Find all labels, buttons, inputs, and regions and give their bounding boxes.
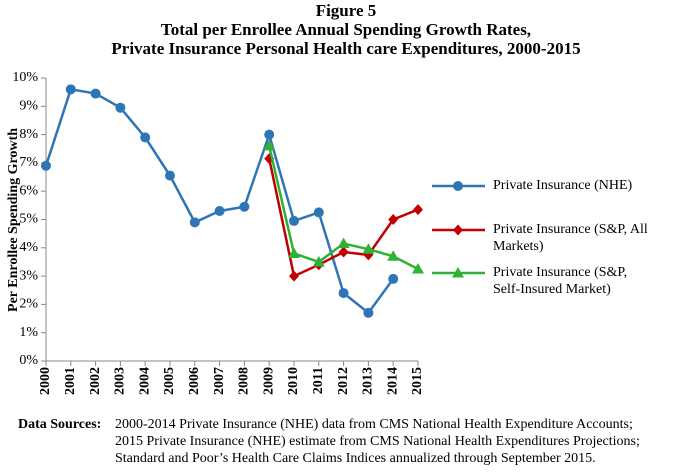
chart-title: Private Insurance Personal Health care E… — [111, 39, 580, 58]
legend-label: Private Insurance (NHE) — [493, 178, 633, 193]
x-tick-label: 2003 — [113, 367, 128, 395]
x-tick-label: 2012 — [336, 367, 351, 395]
legend-label: Private Insurance (S&P, Self-Insured Mar… — [493, 265, 628, 297]
marker — [264, 129, 275, 140]
marker — [412, 263, 424, 274]
marker — [289, 215, 299, 226]
x-tick-label: 2011 — [311, 367, 326, 394]
marker — [313, 207, 324, 218]
marker — [312, 255, 325, 267]
y-tick-label: 6% — [19, 183, 38, 198]
x-tick-label: 2010 — [286, 367, 301, 395]
y-tick-label: 1% — [19, 325, 38, 340]
x-tick-label: 2008 — [237, 367, 252, 395]
y-tick-label: 5% — [19, 212, 38, 227]
marker — [189, 217, 200, 228]
x-tick-label: 2004 — [137, 367, 152, 395]
marker — [90, 88, 101, 99]
marker — [337, 237, 350, 249]
y-tick-label: 10% — [12, 70, 38, 85]
marker — [140, 132, 151, 143]
x-tick-label: 2001 — [63, 367, 78, 395]
marker — [387, 250, 400, 261]
x-tick-label: 2006 — [187, 367, 202, 395]
marker — [388, 214, 399, 225]
source-label: Data Sources: — [18, 417, 101, 432]
legend-marker — [453, 181, 463, 191]
x-tick-label: 2000 — [38, 367, 53, 395]
marker — [165, 170, 175, 181]
marker — [362, 243, 375, 254]
marker — [338, 288, 349, 299]
marker — [413, 204, 423, 216]
y-tick-label: 8% — [19, 127, 38, 142]
x-tick-label: 2007 — [212, 367, 227, 395]
marker — [115, 102, 126, 113]
x-tick-label: 2009 — [261, 367, 276, 395]
x-tick-label: 2015 — [410, 367, 425, 395]
x-tick-label: 2014 — [385, 367, 400, 395]
legend-marker — [453, 224, 463, 236]
y-axis-label: Per Enrollee Spending Growth — [6, 128, 21, 312]
marker — [388, 273, 399, 284]
marker — [263, 139, 276, 151]
marker — [289, 270, 299, 282]
marker — [338, 246, 349, 258]
source-line: 2000-2014 Private Insurance (NHE) data f… — [115, 417, 633, 432]
marker — [239, 201, 250, 212]
y-tick-label: 7% — [19, 155, 38, 170]
y-tick-label: 0% — [19, 353, 38, 368]
source-line: 2015 Private Insurance (NHE) estimate fr… — [115, 434, 640, 449]
y-tick-label: 4% — [19, 240, 38, 255]
source-line: Standard and Poor’s Health Care Claims I… — [115, 451, 596, 466]
marker — [214, 206, 225, 217]
chart-title: Figure 5 — [316, 1, 377, 20]
legend-marker — [452, 267, 464, 278]
marker — [363, 307, 374, 318]
x-tick-label: 2013 — [361, 367, 376, 395]
series-line — [44, 87, 395, 315]
marker — [65, 84, 76, 95]
marker — [41, 160, 51, 171]
x-tick-label: 2005 — [162, 367, 177, 395]
chart-title: Total per Enrollee Annual Spending Growt… — [161, 20, 531, 39]
y-tick-label: 3% — [19, 268, 38, 283]
x-tick-label: 2002 — [88, 367, 103, 395]
y-tick-label: 2% — [19, 297, 38, 312]
marker — [288, 247, 300, 258]
y-tick-label: 9% — [19, 99, 38, 114]
legend-label: Private Insurance (S&P, All Markets) — [493, 222, 648, 254]
